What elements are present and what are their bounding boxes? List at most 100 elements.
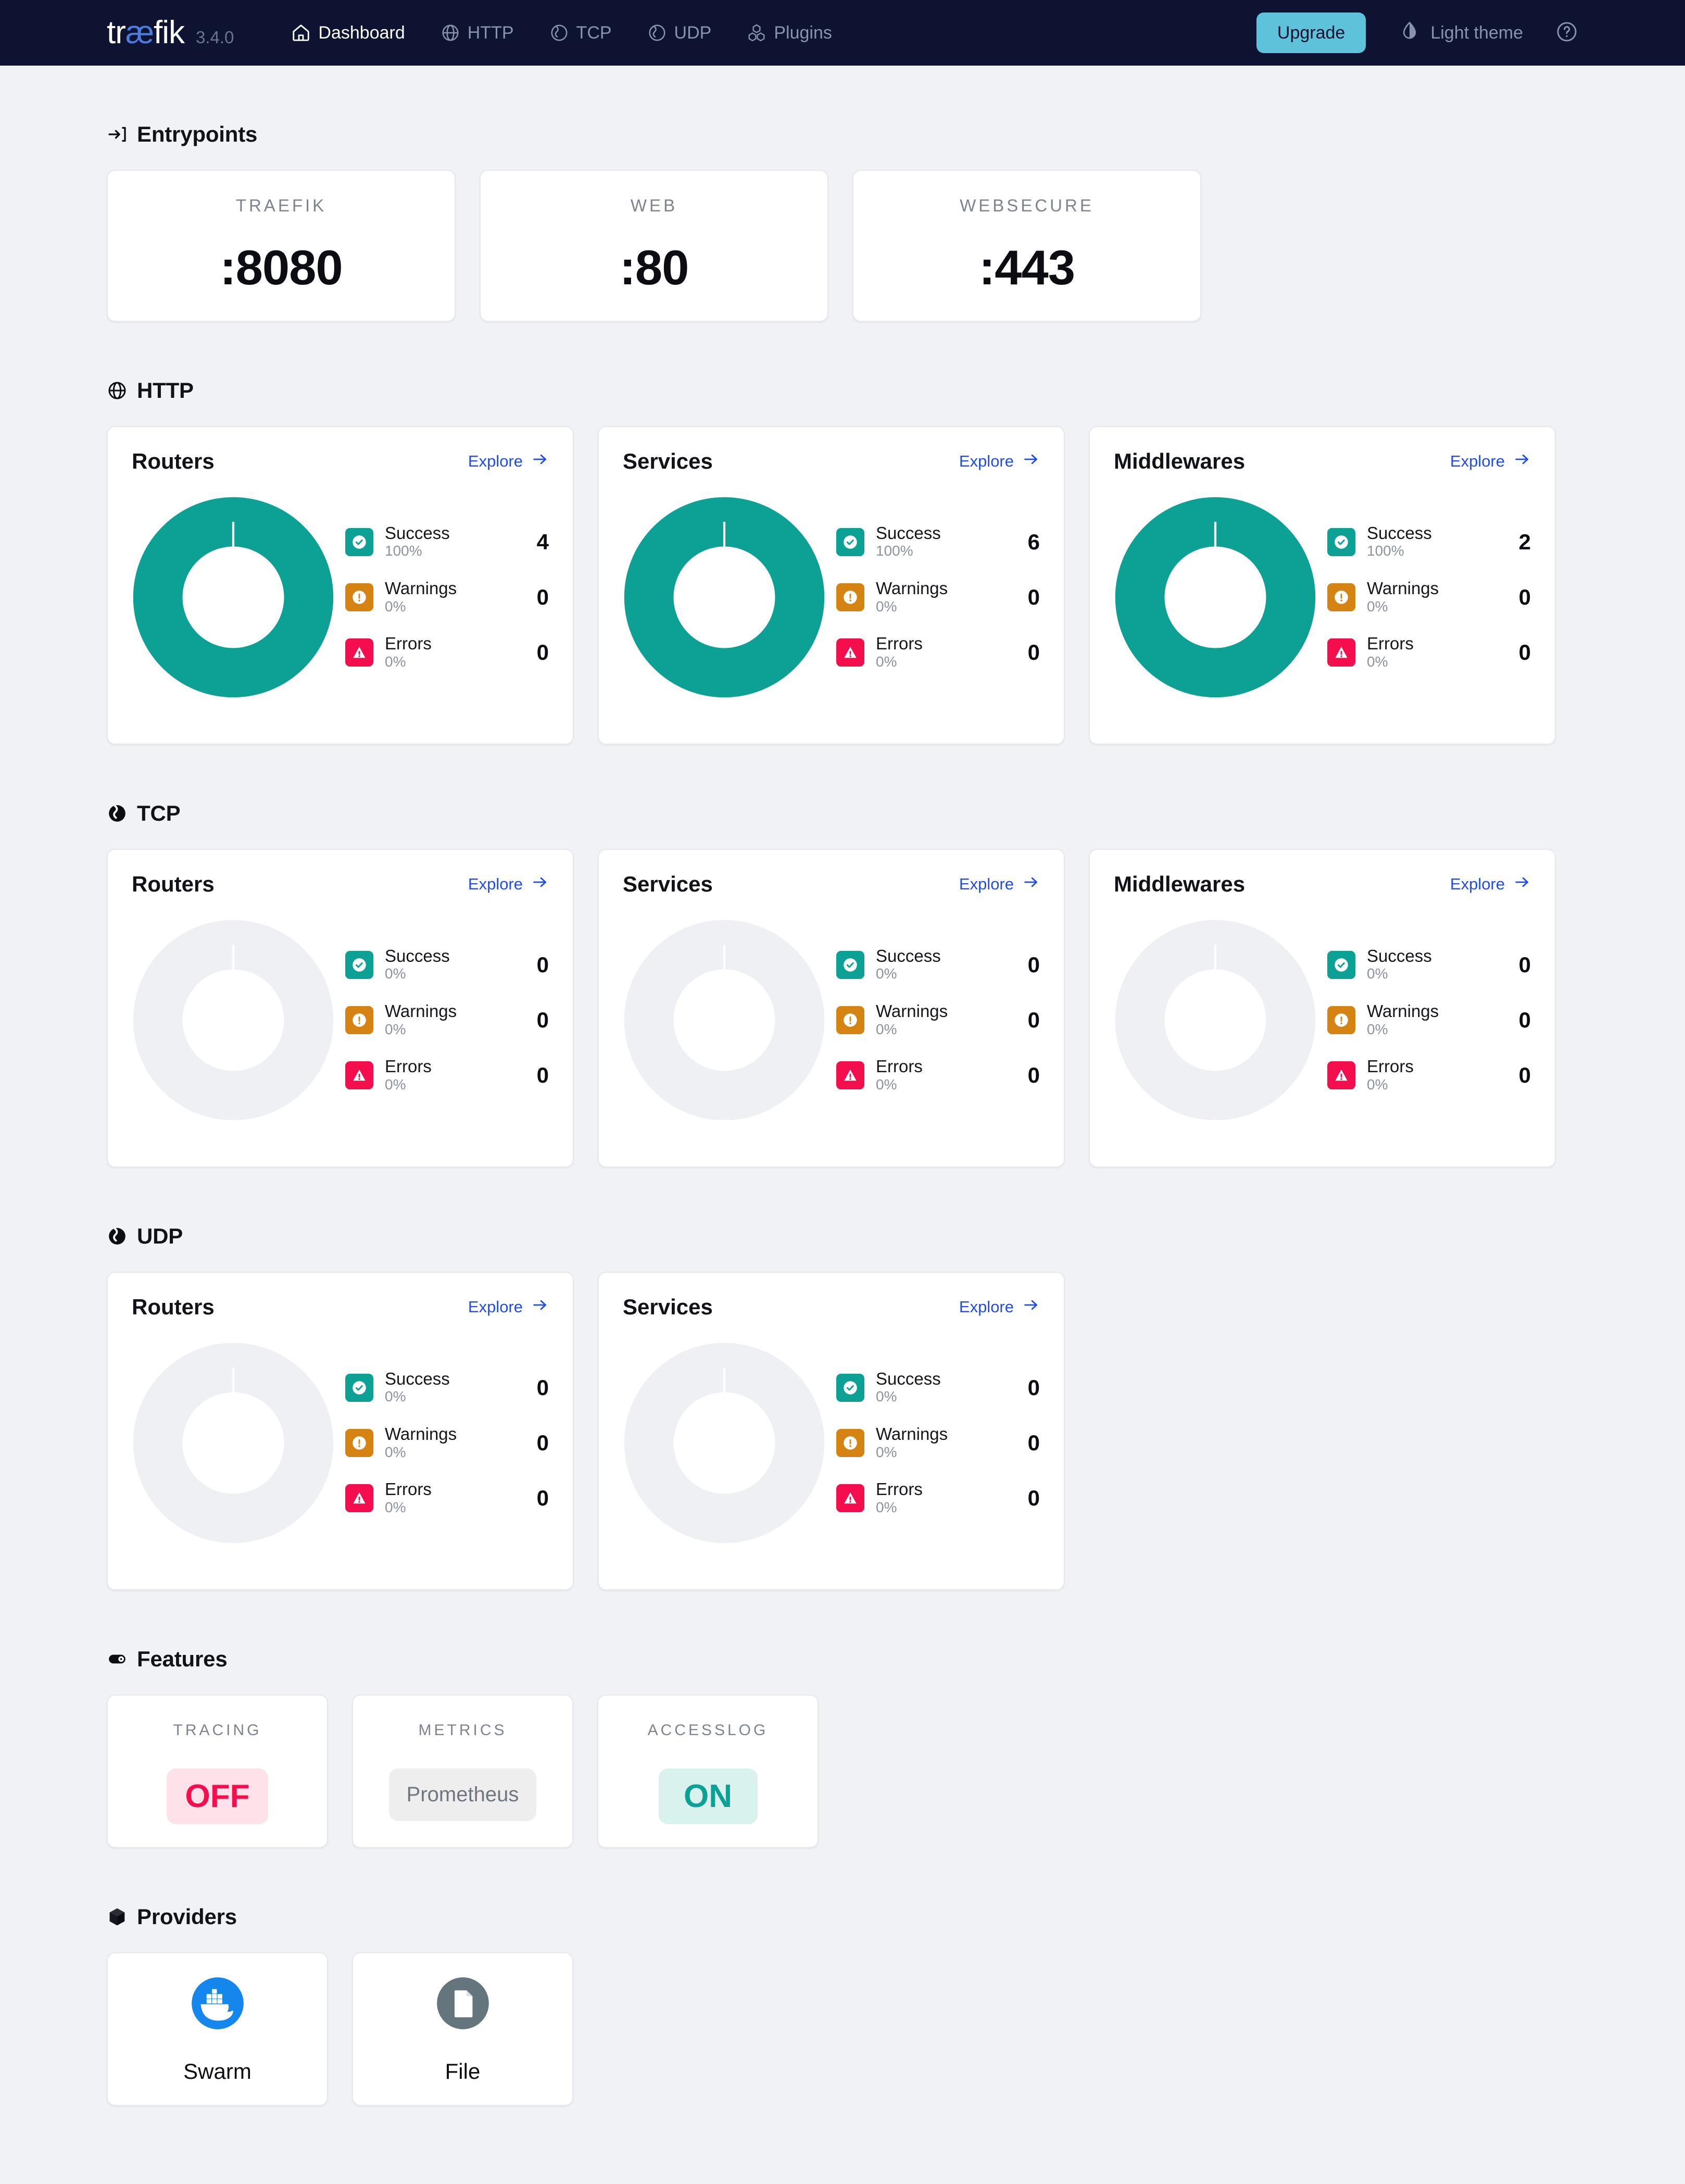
- legend-label: Warnings: [1367, 1001, 1439, 1021]
- tcp-icon: [107, 803, 128, 824]
- explore-label: Explore: [959, 452, 1014, 470]
- explore-link[interactable]: Explore: [1450, 450, 1531, 472]
- legend-label: Errors: [876, 634, 923, 654]
- explore-link[interactable]: Explore: [468, 450, 549, 472]
- nav-link-udp[interactable]: UDP: [630, 23, 730, 43]
- stat-card-body: Success 0% 0 Warnings 0% 0: [623, 1341, 1040, 1545]
- legend-text: Warnings 0%: [385, 1425, 537, 1461]
- legend-value: 0: [536, 1007, 549, 1032]
- explore-link[interactable]: Explore: [468, 1296, 549, 1318]
- entrypoint-card[interactable]: WEBSECURE :443: [852, 170, 1201, 322]
- legend-label: Success: [385, 1369, 450, 1388]
- entrypoint-card[interactable]: TRAEFIK :8080: [107, 170, 456, 322]
- legend-label: Errors: [385, 1057, 432, 1076]
- page-bottom-spacer: [107, 2106, 1578, 2184]
- theme-toggle-button[interactable]: Light theme: [1389, 20, 1533, 46]
- udp-cards-row: Routers Explore Success 0%: [107, 1272, 1578, 1590]
- legend-value: 0: [1518, 584, 1531, 609]
- nav-link-http[interactable]: HTTP: [423, 23, 532, 43]
- legend-row-warnings: Warnings 0% 0: [1327, 1002, 1531, 1038]
- legend-row-success: Success 0% 0: [836, 947, 1040, 983]
- legend-percent: 0%: [1367, 1076, 1388, 1093]
- legend-percent: 0%: [385, 1388, 406, 1405]
- legend-row-warnings: Warnings 0% 0: [836, 579, 1040, 615]
- stat-card-header: Services Explore: [623, 449, 1040, 474]
- stat-card-title: Routers: [132, 872, 215, 896]
- stat-card-body: Success 0% 0 Warnings 0% 0: [623, 919, 1040, 1122]
- brand-logo[interactable]: træfik 3.4.0: [107, 17, 234, 49]
- legend-text: Warnings 0%: [385, 579, 537, 615]
- cube-icon: [107, 1906, 128, 1927]
- legend-row-errors: Errors 0% 0: [345, 634, 549, 670]
- stat-card-title: Services: [623, 1295, 713, 1319]
- explore-link[interactable]: Explore: [468, 873, 549, 895]
- legend-percent: 0%: [876, 653, 897, 670]
- warning-icon: [345, 583, 373, 611]
- donut-chart: [624, 920, 825, 1121]
- legend-percent: 100%: [876, 543, 913, 559]
- nav-link-plugins[interactable]: Plugins: [729, 23, 850, 43]
- legend-text: Success 0%: [385, 947, 537, 983]
- legend-percent: 0%: [385, 1021, 406, 1037]
- nav-link-dashboard[interactable]: Dashboard: [273, 23, 422, 43]
- feature-card-accesslog: ACCESSLOG ON: [597, 1695, 819, 1848]
- section-header-tcp: TCP: [107, 801, 1578, 826]
- logo-suffix: fik: [154, 15, 185, 51]
- legend-text: Errors 0%: [385, 634, 537, 670]
- page-content: Entrypoints TRAEFIK :8080 WEB :80 WEBSEC…: [0, 122, 1685, 2184]
- arrow-right-icon: [1022, 873, 1040, 895]
- entrypoint-card[interactable]: WEB :80: [480, 170, 828, 322]
- nav-label-dashboard: Dashboard: [318, 22, 405, 43]
- nav-link-tcp[interactable]: TCP: [532, 23, 630, 43]
- legend-value: 0: [536, 1430, 549, 1455]
- section-title-features: Features: [137, 1647, 228, 1671]
- nav-label-udp: UDP: [674, 22, 712, 43]
- provider-card-file[interactable]: File: [352, 1952, 573, 2106]
- explore-link[interactable]: Explore: [1450, 873, 1531, 895]
- udp-icon: [647, 23, 667, 43]
- stat-card-body: Success 100% 2 Warnings 0% 0: [1114, 496, 1531, 699]
- error-triangle-icon: [1327, 638, 1355, 667]
- legend-text: Warnings 0%: [876, 1002, 1028, 1038]
- legend-text: Success 100%: [1367, 524, 1519, 560]
- plugins-icon: [747, 23, 766, 43]
- explore-link[interactable]: Explore: [959, 873, 1040, 895]
- legend-value: 6: [1027, 529, 1040, 554]
- features-row: TRACING OFF METRICS Prometheus ACCESSLOG…: [107, 1695, 1578, 1848]
- success-check-icon: [836, 1373, 864, 1402]
- donut-chart: [133, 920, 334, 1121]
- legend-label: Errors: [1367, 1057, 1414, 1076]
- legend-percent: 0%: [385, 1444, 406, 1460]
- legend-text: Errors 0%: [1367, 1057, 1519, 1093]
- stat-card-title: Middlewares: [1114, 449, 1246, 473]
- legend-label: Success: [876, 946, 941, 965]
- legend-row-success: Success 0% 0: [836, 1370, 1040, 1405]
- legend-percent: 0%: [876, 1076, 897, 1093]
- legend-text: Success 0%: [876, 1370, 1028, 1405]
- warning-icon: [345, 1428, 373, 1457]
- arrow-right-icon: [1022, 1296, 1040, 1318]
- help-button[interactable]: [1555, 20, 1578, 46]
- globe-icon: [441, 23, 460, 43]
- explore-link[interactable]: Explore: [959, 1296, 1040, 1318]
- provider-card-swarm[interactable]: Swarm: [107, 1952, 328, 2106]
- legend-value: 0: [536, 1063, 549, 1088]
- stat-card-udp-services: Services Explore Success 0%: [598, 1272, 1065, 1590]
- stat-card-title: Routers: [132, 449, 215, 473]
- donut-chart: [1115, 920, 1316, 1121]
- legend-value: 0: [536, 1375, 549, 1400]
- stat-card-http-services: Services Explore Success 100%: [598, 426, 1065, 745]
- section-title-tcp: TCP: [137, 801, 181, 825]
- explore-link[interactable]: Explore: [959, 450, 1040, 472]
- warning-icon: [345, 1006, 373, 1034]
- stat-legend: Success 0% 0 Warnings 0% 0: [335, 1370, 549, 1516]
- stat-card-header: Routers Explore: [132, 1295, 549, 1320]
- legend-text: Success 100%: [385, 524, 537, 560]
- udp-icon: [107, 1226, 128, 1247]
- upgrade-button[interactable]: Upgrade: [1256, 12, 1366, 53]
- legend-label: Success: [1367, 523, 1432, 543]
- legend-percent: 0%: [385, 653, 406, 670]
- legend-value: 0: [1027, 640, 1040, 665]
- legend-label: Errors: [385, 634, 432, 654]
- arrow-right-icon: [1022, 450, 1040, 472]
